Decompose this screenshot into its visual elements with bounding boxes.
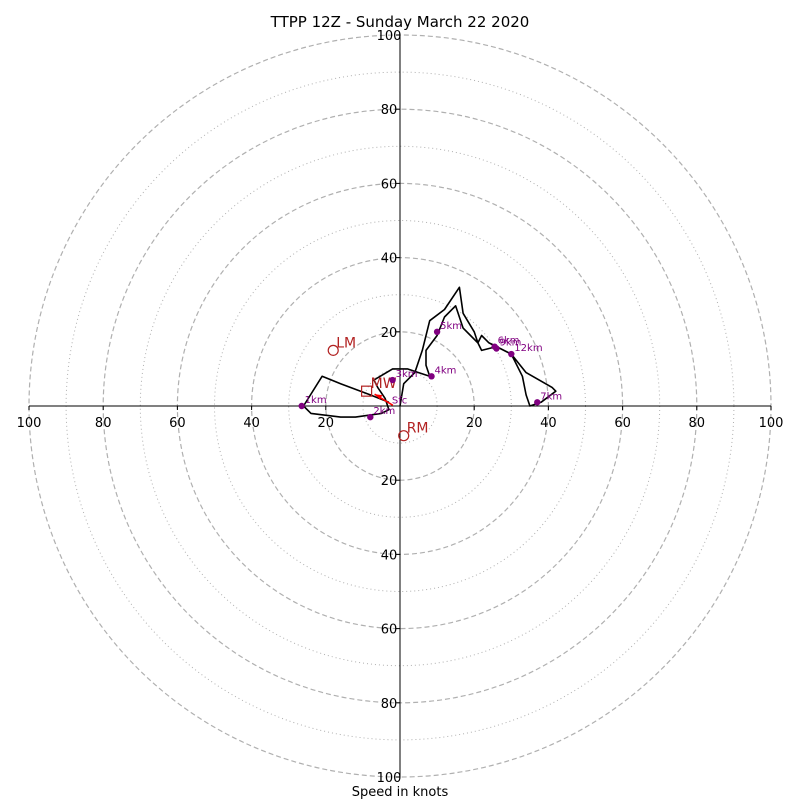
right-mover-label: RM <box>407 421 429 437</box>
tick-label-x-neg: 20 <box>318 416 335 431</box>
tick-label-x-neg: 80 <box>95 416 112 431</box>
tick-label-y-pos: 40 <box>381 252 398 267</box>
right-mover-marker <box>398 430 410 442</box>
tick-label-x-pos: 80 <box>689 416 706 431</box>
tick-labels: 20 40 60 80 100 20 40 60 80 100 20 40 60 80 20 40 60 80 10… <box>17 29 784 786</box>
level-marker-label: 9km <box>499 337 521 348</box>
level-marker-dot <box>534 399 541 406</box>
level-marker-label: 7km <box>540 391 562 402</box>
level-marker-dot <box>298 402 305 410</box>
level-marker-label: Sfc <box>392 395 407 406</box>
level-marker-label: 6km <box>498 336 520 347</box>
level-marker-label: 2km <box>373 406 395 417</box>
tick-label-x-pos: 20 <box>466 416 483 431</box>
level-marker-label: 3km <box>396 369 418 380</box>
tick-label-x-pos: 40 <box>540 416 557 431</box>
mean-wind-marker <box>361 385 373 397</box>
level-marker-label: 12km <box>514 343 542 354</box>
tick-label-y-pos: 100 <box>377 29 402 44</box>
hodograph-trace-line <box>302 286 557 418</box>
level-marker-dot <box>433 328 441 335</box>
left-mover-label: LM <box>336 335 356 351</box>
x-axis-label: Speed in knots <box>352 785 449 800</box>
tick-label-x-edge-left: 100 <box>17 416 42 431</box>
tick-label-x-pos: 60 <box>614 416 631 431</box>
tick-label-x-neg: 40 <box>243 416 260 431</box>
level-marker-dot <box>493 345 500 352</box>
shear-vector-arrowhead <box>374 394 383 400</box>
tick-label-y-pos: 60 <box>381 177 398 192</box>
wind-trace <box>302 286 557 418</box>
tick-label-y-pos: 80 <box>381 103 398 118</box>
tick-label-y-neg: 60 <box>381 623 398 638</box>
tick-label-y-neg: 40 <box>381 548 398 563</box>
tick-label-y-neg: 100 <box>377 771 402 786</box>
tick-label-x-neg: 60 <box>169 416 186 431</box>
tick-label-y-neg: 80 <box>381 697 398 712</box>
tick-label-y-pos: 20 <box>381 326 398 341</box>
level-marker-label: 5km <box>440 321 462 332</box>
level-marker-label: 1km <box>305 395 327 406</box>
level-marker-dot <box>428 373 435 380</box>
left-mover-marker <box>327 344 339 356</box>
tick-label-y-neg: 20 <box>381 474 398 489</box>
chart-title: TTPP 12Z - Sunday March 22 2020 <box>270 13 530 31</box>
level-marker-dot <box>367 413 374 421</box>
level-marker-label: 4km <box>435 365 457 376</box>
level-marker-dot <box>389 376 396 384</box>
tick-label-x-edge-right: 100 <box>759 416 784 431</box>
level-marker-dot <box>508 350 515 358</box>
